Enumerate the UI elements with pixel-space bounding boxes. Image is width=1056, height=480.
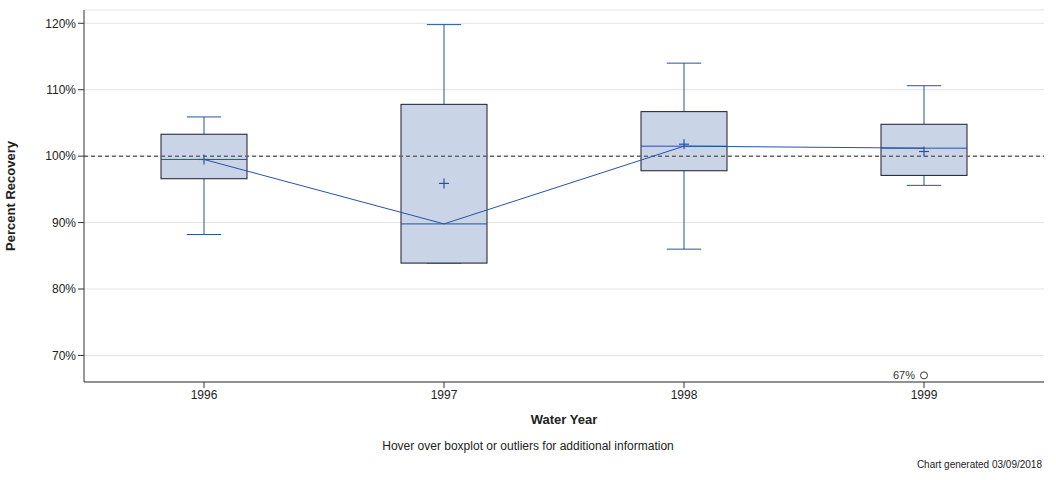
svg-text:70%: 70% (52, 349, 76, 363)
svg-text:1997: 1997 (431, 388, 458, 402)
svg-text:100%: 100% (45, 149, 76, 163)
svg-text:67%: 67% (893, 369, 915, 381)
svg-text:1996: 1996 (191, 388, 218, 402)
html-text:Hover over boxplot or outliers: Hover over boxplot or outliers for addit… (382, 439, 674, 453)
svg-text:80%: 80% (52, 282, 76, 296)
svg-text:1999: 1999 (911, 388, 938, 402)
html-text:Chart generated 03/09/2018: Chart generated 03/09/2018 (916, 459, 1042, 470)
svg-text:Percent Recovery: Percent Recovery (8, 140, 18, 251)
svg-text:120%: 120% (45, 17, 76, 31)
svg-text:90%: 90% (52, 216, 76, 230)
svg-text:1998: 1998 (671, 388, 698, 402)
svg-text:110%: 110% (46, 83, 76, 97)
svg-text:Water Year: Water Year (531, 412, 598, 427)
